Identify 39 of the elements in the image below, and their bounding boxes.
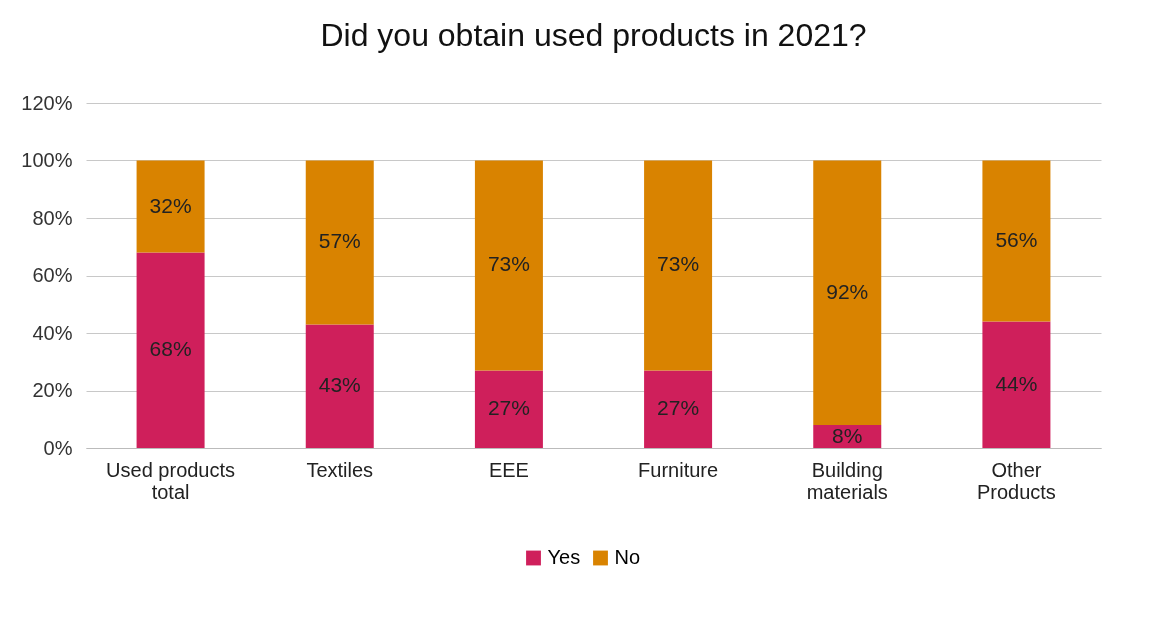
- data-label: 32%: [149, 193, 192, 217]
- bar: [644, 160, 713, 371]
- bar: [982, 160, 1051, 322]
- bar: [982, 321, 1051, 448]
- x-tick-label: Building materials: [806, 458, 888, 503]
- bar: [305, 160, 374, 325]
- data-label: 68%: [149, 337, 192, 361]
- bar: [474, 370, 543, 448]
- data-label: 44%: [995, 371, 1038, 395]
- y-tick-label: 100%: [21, 149, 73, 171]
- bar: [305, 324, 374, 448]
- legend-label: Yes: [547, 546, 581, 568]
- data-label: 27%: [657, 396, 700, 420]
- data-label: 8%: [832, 423, 863, 447]
- bar: [813, 160, 882, 425]
- y-tick-label: 40%: [32, 321, 73, 344]
- data-label: 27%: [487, 396, 530, 420]
- legend-label: No: [614, 546, 641, 568]
- x-tick-label: Other Products: [976, 458, 1056, 503]
- y-tick-label: 0%: [43, 436, 73, 459]
- bar: [136, 160, 205, 253]
- y-tick-label: 60%: [32, 264, 73, 286]
- x-tick-label: EEE: [488, 458, 529, 481]
- bar: [644, 370, 713, 448]
- y-tick-label: 80%: [32, 206, 73, 229]
- x-tick-label: Furniture: [638, 458, 719, 481]
- bar: [474, 160, 543, 371]
- data-label: 57%: [318, 229, 361, 253]
- y-tick-label: 120%: [21, 91, 73, 114]
- data-label: 92%: [826, 279, 869, 303]
- x-tick-label: Textiles: [306, 458, 374, 481]
- data-label: 73%: [487, 252, 530, 276]
- x-tick-label: Used products total: [106, 458, 236, 503]
- data-label: 56%: [995, 228, 1038, 251]
- data-label: 73%: [657, 252, 700, 276]
- bar: [136, 252, 205, 448]
- data-label: 43%: [318, 373, 361, 397]
- y-tick-label: 20%: [32, 379, 73, 401]
- chart-title: Did you obtain used products in 2021?: [320, 17, 867, 53]
